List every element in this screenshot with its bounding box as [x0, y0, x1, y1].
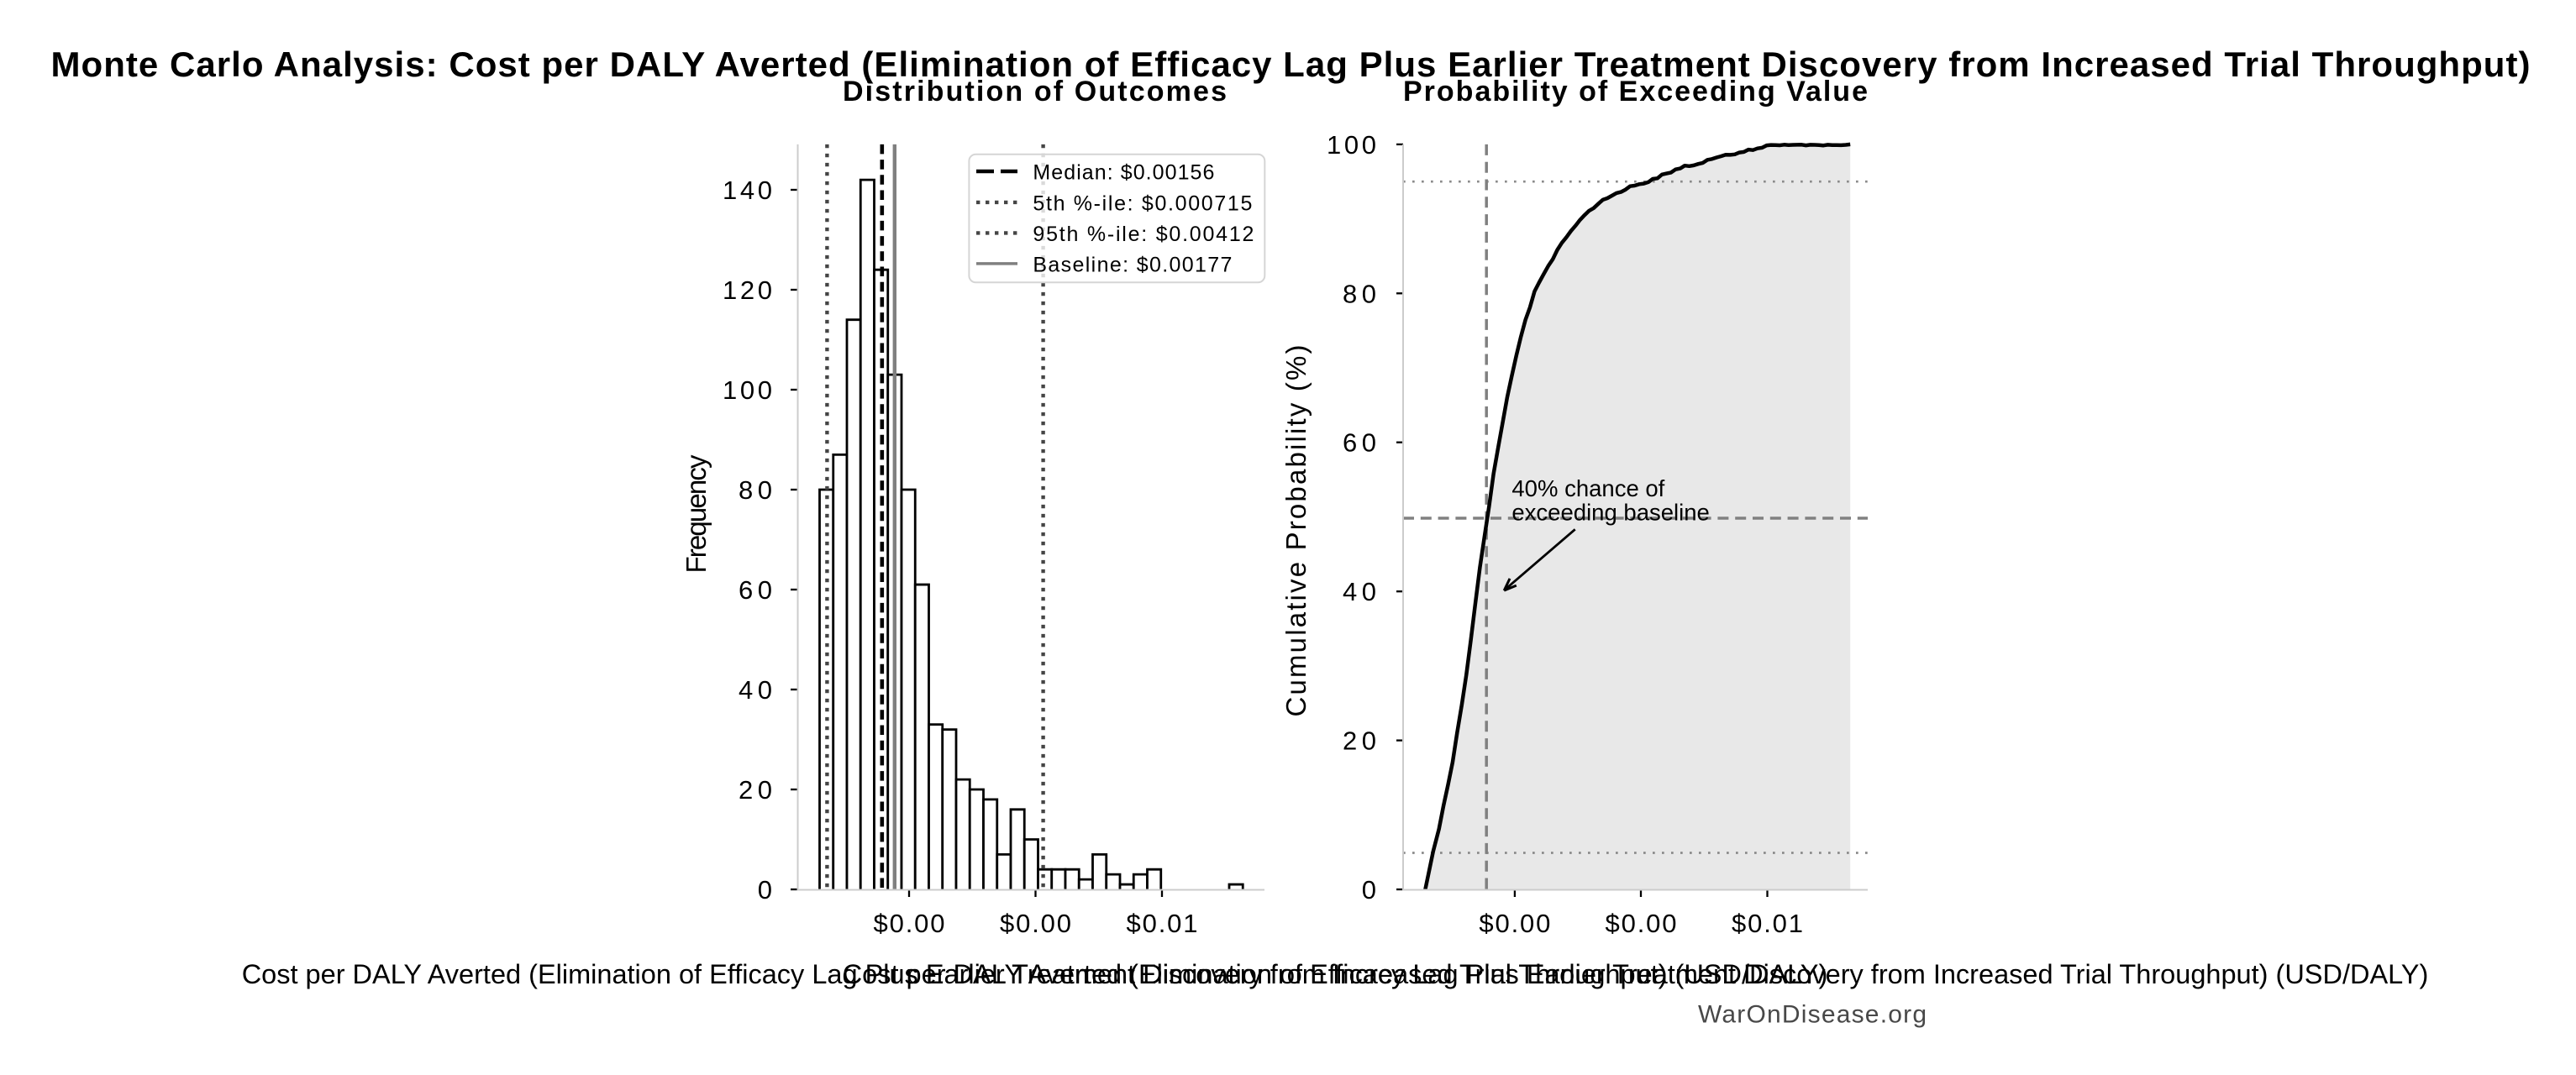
svg-text:Median: $0.00156: Median: $0.00156: [1033, 160, 1214, 184]
svg-text:100: 100: [723, 375, 772, 405]
svg-text:$0.00: $0.00: [1479, 909, 1550, 938]
svg-text:120: 120: [723, 275, 772, 305]
svg-text:Baseline: $0.00177: Baseline: $0.00177: [1033, 253, 1232, 276]
svg-text:exceeding baseline: exceeding baseline: [1511, 499, 1709, 525]
svg-text:Frequency: Frequency: [681, 454, 712, 574]
svg-text:100: 100: [1327, 130, 1376, 160]
svg-text:Probability of Exceeding Value: Probability of Exceeding Value: [1403, 76, 1868, 108]
svg-text:Cost per DALY Averted (Elimina: Cost per DALY Averted (Elimination of Ef…: [242, 959, 1828, 989]
svg-text:140: 140: [723, 176, 772, 205]
svg-text:0: 0: [758, 875, 772, 905]
svg-text:Monte Carlo Analysis: Cost per: Monte Carlo Analysis: Cost per DALY Aver…: [51, 45, 2531, 84]
svg-text:$0.01: $0.01: [1127, 909, 1198, 938]
svg-text:$0.00: $0.00: [874, 909, 945, 938]
svg-text:$0.00: $0.00: [1000, 909, 1071, 938]
svg-text:0: 0: [1362, 875, 1376, 905]
svg-text:$0.01: $0.01: [1732, 909, 1803, 938]
svg-text:5th %-ile: $0.000715: 5th %-ile: $0.000715: [1033, 191, 1252, 215]
svg-text:$0.00: $0.00: [1606, 909, 1677, 938]
svg-text:Cumulative Probability (%): Cumulative Probability (%): [1280, 345, 1312, 717]
svg-text:95th %-ile: $0.00412: 95th %-ile: $0.00412: [1033, 223, 1254, 246]
svg-text:40% chance of: 40% chance of: [1511, 475, 1664, 501]
svg-text:WarOnDisease.org: WarOnDisease.org: [1698, 1001, 1927, 1029]
svg-text:Cost per DALY Averted (Elimina: Cost per DALY Averted (Elimination of Ef…: [843, 959, 2429, 989]
svg-text:Distribution of Outcomes: Distribution of Outcomes: [843, 76, 1227, 108]
